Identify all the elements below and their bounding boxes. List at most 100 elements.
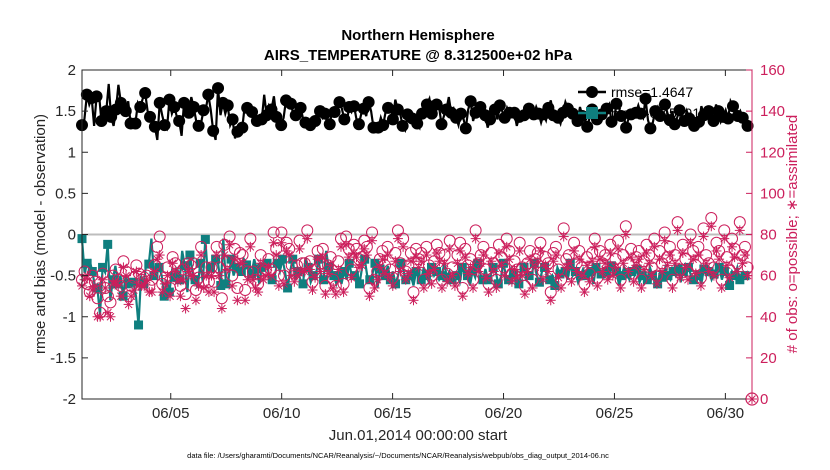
bias-point — [241, 260, 251, 270]
assimilated-obs-point — [323, 268, 334, 279]
assimilated-obs-point — [478, 250, 489, 261]
assimilated-obs-point — [364, 291, 375, 302]
rmse-point — [318, 107, 331, 120]
rmse-point — [416, 107, 429, 120]
bias-point — [252, 264, 262, 274]
rmse-point — [221, 99, 234, 112]
assimilated-obs-point — [576, 270, 587, 281]
assimilated-obs-point — [693, 250, 704, 261]
assimilated-obs-point — [263, 262, 274, 273]
right-y-tick-label: 140 — [760, 103, 785, 120]
bias-point — [678, 267, 688, 277]
rmse-point — [148, 120, 161, 133]
bias-point — [478, 275, 488, 285]
rmse-point — [197, 104, 210, 117]
assimilated-obs-point — [100, 282, 111, 293]
bias-point — [735, 275, 745, 285]
right-y-axis-ticks: 0 20 40 60 80 100 120 140 160 — [746, 62, 785, 408]
assimilated-obs-point — [382, 250, 393, 261]
rmse-point — [139, 87, 152, 100]
bias-point — [673, 264, 683, 274]
assimilated-obs-point — [118, 262, 129, 273]
assimilated-obs-point — [367, 235, 378, 246]
assimilated-obs-point — [369, 282, 380, 293]
assimilated-obs-point — [315, 266, 326, 277]
rmse-point — [726, 100, 739, 113]
bias-point — [283, 283, 293, 293]
rmse-point — [192, 119, 205, 132]
assimilated-obs-point — [646, 270, 657, 281]
assimilated-obs-point — [517, 270, 528, 281]
bias-point — [668, 267, 678, 277]
assimilated-obs-point — [501, 241, 512, 252]
left-y-tick-label: -1 — [63, 309, 76, 326]
bias-point — [272, 258, 282, 268]
assimilated-obs-point — [411, 252, 422, 263]
rmse-point — [333, 96, 346, 109]
rmse-point — [382, 101, 395, 114]
assimilated-obs-point — [716, 282, 727, 293]
assimilated-obs-point — [429, 264, 440, 275]
bias-point — [725, 280, 735, 290]
assimilated-obs-point — [222, 264, 233, 275]
rmse-point — [581, 120, 594, 133]
chart-title-line1: Northern Hemisphere — [341, 27, 494, 44]
assimilated-obs-point — [392, 233, 403, 244]
assimilated-obs-point — [224, 239, 235, 250]
possible-obs-point — [187, 257, 200, 270]
bias-point — [257, 262, 267, 272]
assimilated-obs-point — [115, 291, 126, 302]
rmse-point — [484, 113, 497, 126]
left-y-tick-label: 0.5 — [55, 185, 76, 202]
assimilated-obs-point — [325, 260, 336, 271]
legend-rmse-label: rmse=1.4647 — [611, 84, 693, 100]
assimilated-obs-point — [701, 258, 712, 269]
assimilated-obs-point — [623, 266, 634, 277]
assimilated-obs-point — [519, 289, 530, 300]
rmse-point — [275, 119, 288, 132]
assimilated-obs-point — [141, 274, 152, 285]
bias-point — [236, 267, 246, 277]
rmse-point — [600, 102, 613, 115]
assimilated-obs-point — [571, 266, 582, 277]
assimilated-obs-point — [131, 266, 142, 277]
assimilated-obs-point — [675, 272, 686, 283]
assimilated-obs-point — [480, 272, 491, 283]
right-y-axis-label: # of obs: o=possible; ∗=assimilated — [784, 115, 801, 354]
legend-rmse-marker — [586, 86, 598, 98]
assimilated-obs-point — [688, 254, 699, 265]
bias-point — [468, 266, 478, 276]
assimilated-obs-point — [216, 303, 227, 314]
bias-point — [411, 267, 421, 277]
bias-point — [205, 262, 215, 272]
assimilated-obs-point — [654, 254, 665, 265]
assimilated-obs-point — [509, 264, 520, 275]
assimilated-obs-point — [95, 311, 106, 322]
assimilated-obs-point — [620, 229, 631, 240]
assimilated-obs-point — [424, 268, 435, 279]
rmse-point — [284, 97, 297, 110]
x-tick-label: 06/10 — [263, 405, 301, 422]
rmse-point — [722, 112, 735, 125]
assimilated-obs-point — [698, 231, 709, 242]
bias-point — [221, 279, 231, 289]
bias-point — [617, 271, 627, 281]
bias-point — [370, 258, 380, 268]
assimilated-obs-point — [628, 276, 639, 287]
assimilated-obs-point — [475, 258, 486, 269]
bias-point — [694, 271, 704, 281]
bias-point — [663, 271, 673, 281]
possible-obs-point — [153, 230, 166, 243]
rmse-point — [178, 96, 191, 109]
x-tick-label: 06/15 — [374, 405, 412, 422]
assimilated-obs-point — [727, 241, 738, 252]
assimilated-obs-point — [566, 276, 577, 287]
assimilated-obs-point — [732, 266, 743, 277]
bias-point — [622, 269, 632, 279]
assimilated-obs-point — [553, 272, 564, 283]
assimilated-obs-point — [190, 295, 201, 306]
assimilated-obs-point — [276, 237, 287, 248]
assimilated-obs-point — [682, 274, 693, 285]
assimilated-obs-point — [594, 254, 605, 265]
assimilated-obs-point — [211, 250, 222, 261]
